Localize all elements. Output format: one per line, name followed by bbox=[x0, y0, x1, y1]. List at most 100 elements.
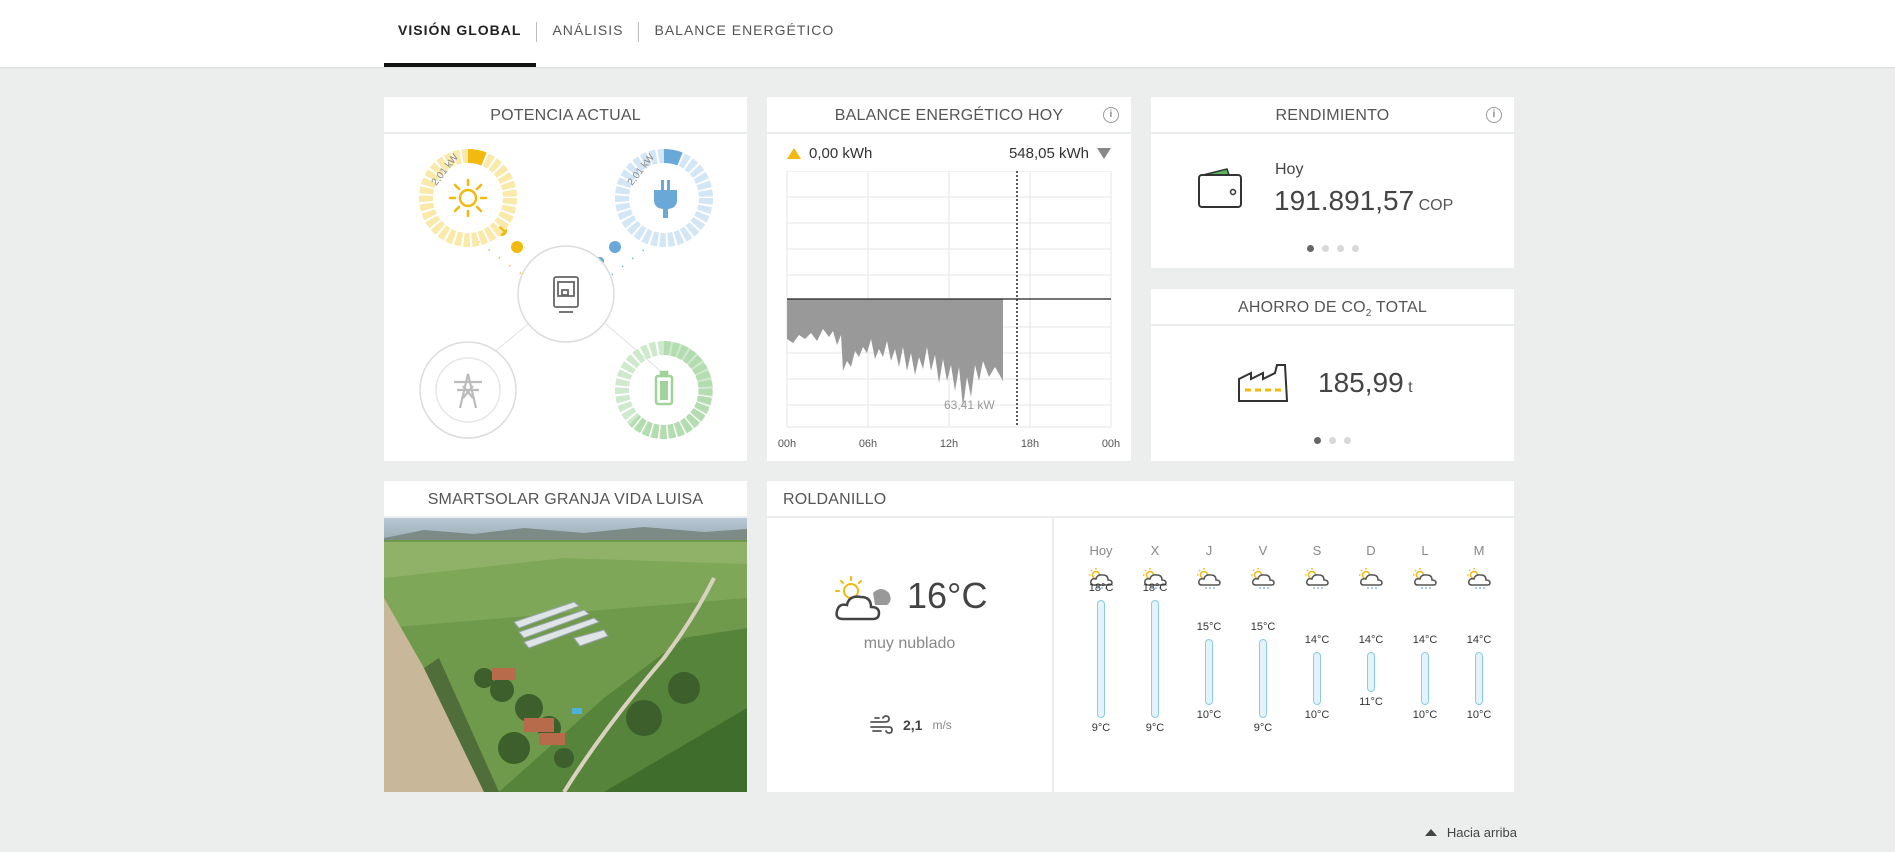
tab-balance-energetico[interactable]: BALANCE ENERGÉTICO bbox=[654, 22, 835, 38]
forecast-day-column: Hoy 18°C 9°C bbox=[1074, 518, 1128, 792]
cloudy-sun-rain-icon bbox=[1142, 568, 1168, 593]
forecast-max-temp: 15°C bbox=[1196, 621, 1222, 634]
cloudy-sun-rain-icon bbox=[1358, 568, 1384, 593]
co2-pager bbox=[1151, 437, 1514, 444]
info-icon[interactable]: i bbox=[1486, 107, 1502, 123]
cloudy-sun-icon bbox=[835, 576, 891, 621]
pager-dot[interactable] bbox=[1336, 245, 1344, 252]
forecast-min-temp: 9°C bbox=[1091, 722, 1111, 734]
cloudy-sun-rain-icon bbox=[1088, 568, 1114, 593]
forecast-min-temp: 10°C bbox=[1466, 708, 1492, 721]
forecast-temp-range-bar bbox=[1151, 600, 1159, 718]
consumo-gauge bbox=[615, 149, 713, 247]
rendimiento-card: RENDIMIENTO i Hoy 191.891,57 COP bbox=[1151, 97, 1514, 268]
forecast-max-temp: 14°C bbox=[1412, 634, 1438, 647]
grid-node bbox=[419, 341, 517, 439]
rendimiento-amount: 191.891,57 COP bbox=[1274, 185, 1453, 217]
weather-forecast: Hoy 18°C 9°C X 18°C 9°C J 15°C 10°C V 15°C 9°C S 14°C… bbox=[1054, 518, 1514, 792]
triangle-up-icon bbox=[1424, 829, 1437, 836]
forecast-day-label: Hoy bbox=[1089, 543, 1113, 558]
co2-title-prefix: AHORRO DE CO bbox=[1238, 299, 1366, 316]
weather-location-title: ROLDANILLO bbox=[767, 481, 1514, 518]
cloudy-sun-rain-icon bbox=[1412, 568, 1438, 593]
x-axis-ticks: 00h 06h 12h 18h 00h bbox=[778, 438, 1120, 450]
forecast-day-column: S 14°C 10°C bbox=[1290, 518, 1344, 792]
forecast-temp-range-bar bbox=[1367, 652, 1375, 692]
power-flow-diagram: 2,01 kW 2,01 kW bbox=[419, 149, 713, 439]
x-tick-label: 18h bbox=[1021, 438, 1039, 450]
forecast-max-temp: 18°C bbox=[1088, 582, 1114, 594]
forecast-day-label: L bbox=[1421, 543, 1429, 558]
plant-card: SMARTSOLAR GRANJA VIDA LUISA bbox=[384, 481, 747, 792]
forecast-min-temp: 11°C bbox=[1359, 695, 1383, 708]
consumed-summary: 548,05 kWh bbox=[1009, 145, 1111, 162]
forecast-max-temp: 15°C bbox=[1250, 621, 1276, 634]
forecast-temp-range-bar bbox=[1475, 652, 1483, 705]
forecast-min-temp: 9°C bbox=[1253, 722, 1273, 734]
consumed-value: 548,05 kWh bbox=[1008, 145, 1089, 162]
forecast-day-column: L 14°C 10°C bbox=[1398, 518, 1452, 792]
potencia-title: POTENCIA ACTUAL bbox=[384, 97, 747, 134]
co2-title-sub: 2 bbox=[1365, 308, 1372, 320]
current-temperature: 16°C bbox=[907, 575, 988, 616]
info-icon[interactable]: i bbox=[1103, 107, 1119, 123]
rendimiento-value: 191.891,57 bbox=[1274, 185, 1415, 216]
triangle-down-icon bbox=[1097, 148, 1111, 159]
pager-dot[interactable] bbox=[1314, 437, 1321, 444]
forecast-min-temp: 10°C bbox=[1196, 708, 1222, 721]
rendimiento-pager bbox=[1151, 245, 1514, 252]
co2-unit: t bbox=[1408, 379, 1413, 396]
forecast-max-temp: 14°C bbox=[1358, 634, 1384, 647]
forecast-min-temp: 10°C bbox=[1412, 708, 1438, 721]
balance-title-text: BALANCE ENERGÉTICO HOY bbox=[834, 107, 1064, 124]
forecast-day-label: J bbox=[1205, 543, 1213, 558]
pager-dot[interactable] bbox=[1344, 437, 1351, 444]
solar-flow-dot bbox=[511, 241, 523, 253]
weather-card: ROLDANILLO 16°C muy nublado 2,1 m/s Hoy 1… bbox=[767, 481, 1514, 792]
pager-dot[interactable] bbox=[1351, 245, 1359, 252]
forecast-temp-range-bar bbox=[1259, 639, 1267, 718]
forecast-day-label: X bbox=[1150, 543, 1160, 558]
battery-icon bbox=[654, 370, 674, 406]
forecast-day-column: X 18°C 9°C bbox=[1128, 518, 1182, 792]
pager-dot[interactable] bbox=[1329, 437, 1336, 444]
tab-vision-global[interactable]: VISIÓN GLOBAL bbox=[384, 0, 537, 67]
pager-dot[interactable] bbox=[1321, 245, 1329, 252]
balance-title: BALANCE ENERGÉTICO HOY i bbox=[767, 97, 1131, 134]
forecast-day-column: D 14°C 11°C bbox=[1344, 518, 1398, 792]
forecast-temp-range-bar bbox=[1313, 652, 1321, 705]
potencia-actual-card: POTENCIA ACTUAL 2,01 kW bbox=[384, 97, 747, 461]
forecast-day-label: S bbox=[1312, 543, 1322, 558]
peak-label: 63,41 kW bbox=[944, 398, 995, 412]
forecast-day-column: J 15°C 10°C bbox=[1182, 518, 1236, 792]
forecast-temp-range-bar bbox=[1421, 652, 1429, 705]
back-to-top-link[interactable]: Hacia arriba bbox=[1424, 825, 1517, 840]
forecast-min-temp: 9°C bbox=[1145, 722, 1165, 734]
top-nav-bar: VISIÓN GLOBAL ANÁLISIS BALANCE ENERGÉTIC… bbox=[0, 0, 1895, 67]
forecast-day-label: M bbox=[1473, 543, 1485, 558]
rendimiento-period: Hoy bbox=[1275, 161, 1304, 178]
co2-title-suffix: TOTAL bbox=[1371, 299, 1427, 316]
tab-analisis[interactable]: ANÁLISIS bbox=[552, 22, 624, 38]
produced-summary: 0,00 kWh bbox=[787, 145, 872, 162]
pager-dot[interactable] bbox=[1306, 245, 1314, 252]
ahorro-co2-card: AHORRO DE CO2 TOTAL 185,99 t bbox=[1151, 289, 1514, 461]
forecast-max-temp: 18°C bbox=[1142, 582, 1168, 594]
battery-gauge bbox=[615, 341, 713, 439]
plant-title: SMARTSOLAR GRANJA VIDA LUISA bbox=[384, 481, 747, 518]
triangle-up-icon bbox=[787, 148, 801, 159]
back-to-top-label: Hacia arriba bbox=[1446, 825, 1517, 840]
co2-amount: 185,99 t bbox=[1318, 367, 1413, 399]
forecast-max-temp: 14°C bbox=[1304, 634, 1330, 647]
weather-condition: muy nublado bbox=[863, 635, 956, 652]
wind-speed-value: 2,1 bbox=[903, 717, 923, 733]
wind-icon bbox=[870, 715, 893, 734]
rendimiento-unit: COP bbox=[1418, 197, 1454, 214]
forecast-temp-range-bar bbox=[1205, 639, 1213, 705]
x-tick-label: 00h bbox=[778, 438, 796, 450]
cloudy-sun-rain-icon bbox=[1250, 568, 1276, 593]
wind-info: 2,1 m/s bbox=[869, 715, 952, 735]
cloudy-sun-rain-icon bbox=[1304, 568, 1330, 593]
x-tick-label: 12h bbox=[940, 438, 958, 450]
x-tick-label: 06h bbox=[859, 438, 877, 450]
